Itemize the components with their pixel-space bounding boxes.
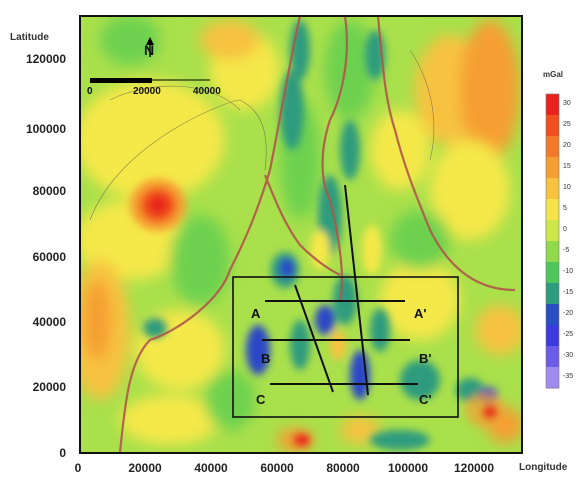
profile-label-c-end: C' [419,392,432,407]
colorbar-tick-label: -20 [563,309,574,317]
profile-label-b-end: B' [419,351,432,366]
colorbar-tick-label: 20 [563,141,571,149]
scale-bar [90,78,152,83]
colorbar-tick-label: 5 [563,204,567,212]
x-tick-label: 20000 [128,461,162,475]
colorbar-tick-label: -15 [563,288,574,296]
y-tick-label: 20000 [32,380,66,394]
colorbar-title: mGal [543,70,564,79]
x-tick-label: 120000 [453,461,495,475]
colorbar-swatch [546,346,559,368]
y-tick-label: 80000 [32,184,66,198]
y-tick-label: 60000 [32,250,66,264]
colorbar-tick-label: -10 [563,267,574,275]
colorbar-swatch [546,304,559,326]
colorbar-tick-label: -25 [563,330,574,338]
colorbar [546,94,559,389]
profile-label-c-start: C [256,392,266,407]
colorbar-swatch [546,178,559,200]
colorbar-swatch [546,325,559,347]
colorbar-tick-label: 10 [563,183,571,191]
colorbar-swatch [546,283,559,305]
colorbar-tick-label: 0 [563,225,567,233]
fault-trace [344,184,369,396]
colorbar-swatch [546,94,559,116]
colorbar-tick-label: -30 [563,351,574,359]
colorbar-swatch [546,115,559,137]
x-tick-label: 100000 [387,461,429,475]
x-tick-label: 80000 [326,461,360,475]
study-area-box [232,276,459,418]
colorbar-tick-label: 15 [563,162,571,170]
profile-label-a-start: A [251,306,261,321]
fault-trace [294,284,334,393]
x-tick-label: 60000 [260,461,294,475]
colorbar-swatch [546,136,559,158]
y-tick-label: 100000 [25,122,66,136]
colorbar-swatch [546,262,559,284]
north-arrow-icon [146,37,154,45]
colorbar-swatch [546,241,559,263]
scale-label: 0 [87,86,93,97]
y-tick-label: 40000 [32,315,66,329]
colorbar-tick-label: 25 [563,120,571,128]
colorbar-swatch [546,367,559,389]
x-axis-title: Longitude [519,462,568,473]
north-label: N [144,42,155,58]
y-tick-label: 120000 [25,52,66,66]
x-tick-label: 40000 [194,461,228,475]
scale-label: 20000 [133,86,161,97]
colorbar-tick-label: -35 [563,372,574,380]
x-tick-label: 0 [74,461,82,475]
colorbar-swatch [546,220,559,242]
profile-label-b-start: B [261,351,271,366]
colorbar-swatch [546,199,559,221]
colorbar-tick-label: -5 [563,246,570,254]
profile-label-a-end: A' [414,306,427,321]
y-tick-label: 0 [59,446,66,460]
colorbar-tick-label: 30 [563,99,571,107]
colorbar-swatch [546,157,559,179]
y-axis-title: Latitude [10,32,49,43]
scale-label: 40000 [193,86,221,97]
